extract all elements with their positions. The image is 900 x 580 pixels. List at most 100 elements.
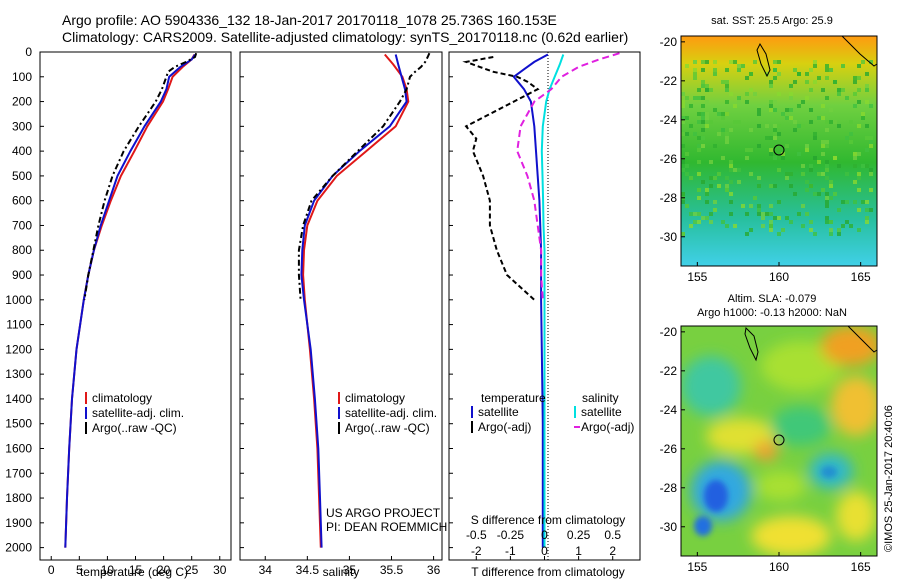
sst-argo-location — [773, 144, 785, 156]
s-tick-label: 0.25 — [567, 528, 591, 542]
sst-pixel — [809, 108, 813, 112]
sst-pixel — [749, 172, 753, 176]
sst-pixel — [757, 104, 761, 108]
project-label: US ARGO PROJECT — [326, 506, 441, 520]
sst-pixel — [701, 144, 705, 148]
x-tick-label: 10 — [101, 563, 115, 577]
depth-tick-label: 1100 — [6, 318, 32, 332]
sst-pixel — [777, 168, 781, 172]
sst-pixel — [757, 108, 761, 112]
sst-pixel — [769, 136, 773, 140]
sst-pixel — [821, 140, 825, 144]
sst-pixel — [693, 220, 697, 224]
sst-pixel — [753, 92, 757, 96]
x-tick-label: 34 — [259, 563, 273, 577]
sst-pixel — [853, 104, 857, 108]
sst-pixel — [721, 128, 725, 132]
sst-pixel — [853, 92, 857, 96]
depth-tick-label: 200 — [12, 95, 32, 109]
sst-pixel — [681, 168, 685, 172]
sst-pixel — [689, 176, 693, 180]
sst-pixel — [825, 168, 829, 172]
depth-tick-label: 2000 — [5, 541, 32, 555]
sst-pixel — [837, 208, 841, 212]
sst-pixel — [681, 100, 685, 104]
sst-pixel — [869, 168, 873, 172]
sst-pixel — [773, 216, 777, 220]
s-tick-label: 0.5 — [604, 528, 621, 542]
x-tick-label: 20 — [157, 563, 171, 577]
sst-pixel — [769, 212, 773, 216]
sst-pixel — [785, 116, 789, 120]
sst-pixel — [821, 116, 825, 120]
sst-pixel — [753, 60, 757, 64]
sst-pixel — [781, 228, 785, 232]
sla-coastline — [744, 326, 759, 362]
sst-pixel — [825, 204, 829, 208]
sst-pixel — [821, 104, 825, 108]
sst-pixel — [809, 168, 813, 172]
sst-pixel — [705, 112, 709, 116]
lat-tick-label: -20 — [660, 35, 678, 49]
sst-pixel — [853, 164, 857, 168]
sst-pixel — [789, 184, 793, 188]
sst-pixel — [869, 144, 873, 148]
sst-pixel — [685, 204, 689, 208]
depth-tick-label: 400 — [12, 144, 32, 158]
sst-pixel — [697, 212, 701, 216]
sst-pixel — [741, 64, 745, 68]
sst-pixel — [725, 100, 729, 104]
sst-pixel — [705, 60, 709, 64]
sst-pixel — [869, 140, 873, 144]
sst-pixel — [745, 100, 749, 104]
sst-pixel — [701, 112, 705, 116]
sst-pixel — [785, 216, 789, 220]
sst-pixel — [865, 208, 869, 212]
sst-pixel — [685, 64, 689, 68]
sst-pixel — [685, 96, 689, 100]
sst-pixel — [801, 124, 805, 128]
sst-pixel — [701, 128, 705, 132]
sst-pixel — [769, 220, 773, 224]
sst-pixel — [749, 72, 753, 76]
sst-pixel — [693, 60, 697, 64]
sst-pixel — [681, 104, 685, 108]
salinity-panel-frame — [239, 51, 443, 561]
sst-pixel — [865, 84, 869, 88]
sst-pixel — [685, 172, 689, 176]
lon-tick-label: 155 — [687, 270, 707, 284]
sst-map-ticks: 155 160 165 -20 -22 -24 -26 -28 -30 — [660, 35, 871, 284]
sst-pixel — [773, 128, 777, 132]
sst-pixel — [717, 172, 721, 176]
sst-pixel — [725, 184, 729, 188]
sst-pixel — [821, 152, 825, 156]
x-tick-label: 35.5 — [380, 563, 404, 577]
sst-pixel — [781, 156, 785, 160]
sst-pixel — [697, 160, 701, 164]
sst-pixel — [701, 136, 705, 140]
sst-pixel — [705, 192, 709, 196]
sst-pixel — [737, 64, 741, 68]
lon-tick-label: 160 — [769, 270, 789, 284]
sst-pixel — [809, 164, 813, 168]
sst-pixel — [829, 120, 833, 124]
sst-pixel — [805, 96, 809, 100]
sst-pixel — [853, 180, 857, 184]
sst-pixel — [789, 172, 793, 176]
sst-pixel — [825, 200, 829, 204]
header-line-1: Argo profile: AO 5904336_132 18-Jan-2017… — [62, 12, 557, 28]
sst-pixel — [813, 192, 817, 196]
temperature-curves: 0 5 10 15 20 25 30 — [48, 52, 227, 577]
sst-pixel — [869, 188, 873, 192]
sst-pixel — [713, 200, 717, 204]
sst-pixel — [725, 140, 729, 144]
sst-pixel — [721, 116, 725, 120]
sst-pixel — [789, 220, 793, 224]
sst-pixel — [757, 208, 761, 212]
sst-pixel — [833, 156, 837, 160]
sst-pixel — [837, 164, 841, 168]
lat-tick-label: -28 — [660, 481, 678, 495]
sst-pixel — [697, 120, 701, 124]
sst-pixel — [869, 104, 873, 108]
sst-pixel — [837, 92, 841, 96]
